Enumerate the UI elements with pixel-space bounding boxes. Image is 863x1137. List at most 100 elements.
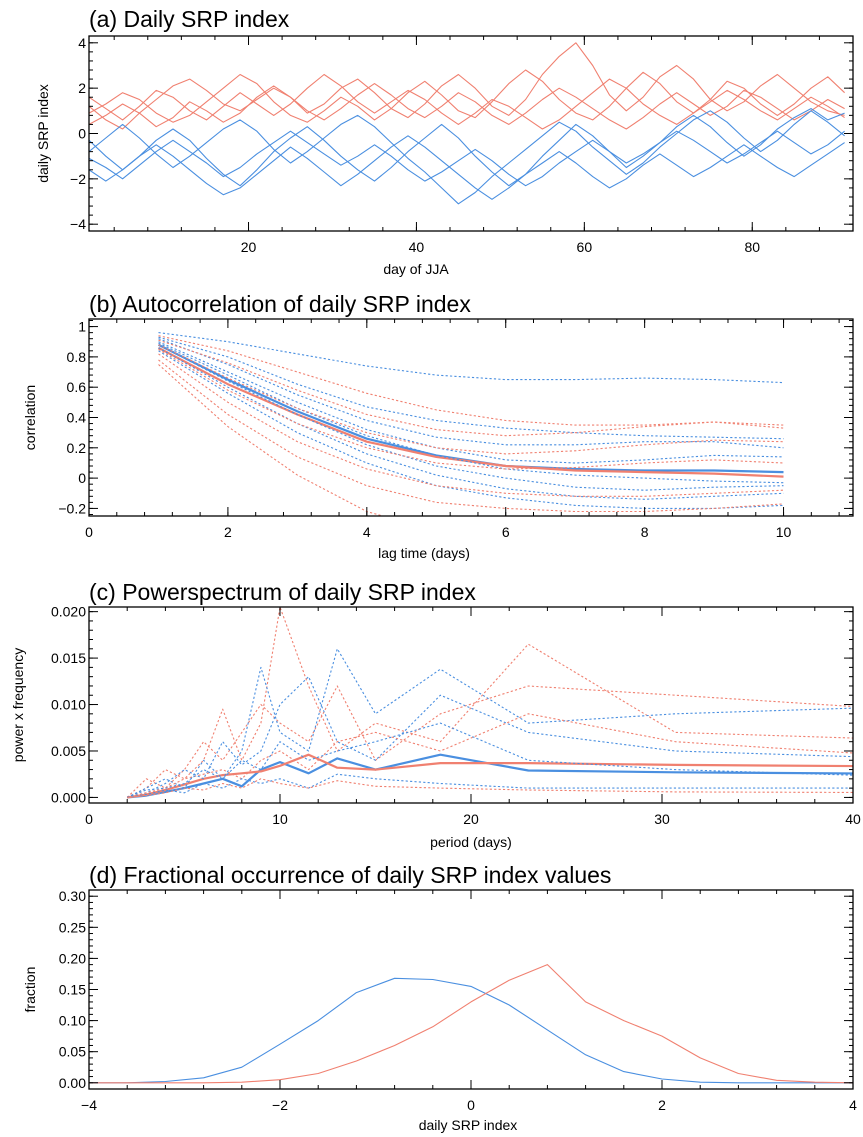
x-tick-label: 10 xyxy=(272,811,288,827)
series-line-1 xyxy=(89,977,853,1084)
series-line-4 xyxy=(158,336,784,440)
series-line-9 xyxy=(127,773,853,798)
y-tick-label: 0.010 xyxy=(51,697,86,713)
x-tick-label: 4 xyxy=(849,1097,857,1113)
series-line-4 xyxy=(89,73,845,130)
y-tick-label: 0.020 xyxy=(51,604,86,620)
series-line-1 xyxy=(158,343,784,474)
y-tick-label: 0.20 xyxy=(59,950,86,966)
x-tick-label: 40 xyxy=(845,811,861,827)
series-line-11 xyxy=(158,335,784,426)
y-tick-label: 0.05 xyxy=(59,1044,86,1060)
series-line-7 xyxy=(158,342,784,484)
series-line-9 xyxy=(158,347,784,500)
x-axis-label: daily SRP index xyxy=(419,1117,518,1133)
series-line-3 xyxy=(89,83,845,130)
y-tick-label: 0.6 xyxy=(67,379,87,395)
x-tick-label: 2 xyxy=(658,1097,666,1113)
y-tick-label: 4 xyxy=(78,35,86,51)
series-line-1 xyxy=(89,42,845,130)
y-axis-label: correlation xyxy=(22,385,38,450)
y-tick-label: 0 xyxy=(78,126,86,142)
x-tick-label: 10 xyxy=(776,524,792,540)
y-tick-label: −4 xyxy=(70,216,86,232)
series-group xyxy=(89,42,845,205)
x-tick-label: 30 xyxy=(654,811,670,827)
y-axis-label: power x frequency xyxy=(10,648,26,762)
series-line-6 xyxy=(158,341,784,464)
series-line-6 xyxy=(89,110,845,205)
y-tick-label: 0.4 xyxy=(67,410,87,426)
series-group xyxy=(89,964,853,1084)
panel-title: (d) Fractional occurrence of daily SRP i… xyxy=(89,862,611,888)
y-tick-label: 0.10 xyxy=(59,1013,86,1029)
plot-frame xyxy=(88,889,854,1090)
y-tick-label: 0 xyxy=(78,470,86,486)
series-line-16 xyxy=(158,359,784,513)
y-tick-label: 1 xyxy=(78,319,86,335)
series-line-8 xyxy=(89,130,845,187)
series-line-3 xyxy=(158,332,784,384)
y-tick-label: 0.015 xyxy=(51,650,86,666)
panel-3: 0 10 20 30 40 0.000 0.005 0.010 0.015 0.020(c) Po… xyxy=(10,579,861,850)
x-tick-label: −4 xyxy=(81,1097,97,1113)
x-tick-label: 2 xyxy=(224,524,232,540)
series-line-6 xyxy=(127,676,853,798)
series-line-2 xyxy=(89,964,853,1084)
series-line-8 xyxy=(127,722,853,798)
series-line-15 xyxy=(158,353,784,497)
x-tick-label: −2 xyxy=(272,1097,288,1113)
series-group xyxy=(126,607,853,799)
y-tick-label: 0.15 xyxy=(59,982,86,998)
series-line-7 xyxy=(127,713,853,798)
y-tick-label: 0.2 xyxy=(67,440,87,456)
series-line-8 xyxy=(158,344,784,491)
series-line-1 xyxy=(127,753,853,799)
x-axis-label: lag time (days) xyxy=(378,545,470,561)
y-tick-label: 2 xyxy=(78,80,86,96)
x-tick-label: 6 xyxy=(502,524,510,540)
y-tick-label: −0.2 xyxy=(58,500,86,516)
panel-title: (b) Autocorrelation of daily SRP index xyxy=(89,291,471,317)
y-tick-label: 0.005 xyxy=(51,743,86,759)
y-tick-label: 0.000 xyxy=(51,789,86,805)
x-tick-label: 0 xyxy=(467,1097,475,1113)
x-tick-label: 20 xyxy=(463,811,479,827)
x-tick-label: 0 xyxy=(85,524,93,540)
series-line-10 xyxy=(127,778,853,798)
x-axis-label: day of JJA xyxy=(383,261,449,277)
series-line-5 xyxy=(89,108,845,187)
x-tick-label: 4 xyxy=(363,524,371,540)
series-line-5 xyxy=(126,648,853,798)
series-line-10 xyxy=(158,350,784,509)
x-tick-label: 8 xyxy=(641,524,649,540)
series-group xyxy=(157,332,784,516)
series-line-3 xyxy=(126,607,853,798)
series-line-12 xyxy=(158,339,784,437)
y-axis-label: daily SRP index xyxy=(35,84,51,183)
panel-2: 0 2 4 6 8 10 −0.2 0 0.2 0.4 0.6 0.8 1(b) Autocorrela… xyxy=(22,291,854,561)
x-tick-label: 0 xyxy=(85,811,93,827)
x-tick-label: 20 xyxy=(241,239,257,255)
series-line-7 xyxy=(89,135,845,200)
x-tick-label: 40 xyxy=(409,239,425,255)
series-line-5 xyxy=(158,338,784,449)
y-tick-label: 0.30 xyxy=(59,888,86,904)
y-tick-label: 0.8 xyxy=(67,349,87,365)
x-tick-label: 60 xyxy=(577,239,593,255)
series-line-14 xyxy=(158,348,784,470)
y-axis-label: fraction xyxy=(22,967,38,1013)
y-tick-label: −2 xyxy=(70,171,86,187)
x-axis-label: period (days) xyxy=(430,834,512,850)
series-line-2 xyxy=(157,346,784,478)
panel-1: 20 40 60 80 −4 −2 0 2 4(a) Daily SRP index day of… xyxy=(35,6,854,277)
series-line-2 xyxy=(89,69,845,123)
panel-4: −4 −2 0 2 4 0.00 0.05 0.10 0.15 0.20 0.25 0.30(d) F… xyxy=(22,862,857,1133)
series-line-13 xyxy=(158,344,784,455)
x-tick-label: 80 xyxy=(744,239,760,255)
y-tick-label: 0.25 xyxy=(59,919,86,935)
panel-title: (c) Powerspectrum of daily SRP index xyxy=(89,579,476,605)
series-line-4 xyxy=(126,685,853,798)
panel-title: (a) Daily SRP index xyxy=(89,6,290,32)
